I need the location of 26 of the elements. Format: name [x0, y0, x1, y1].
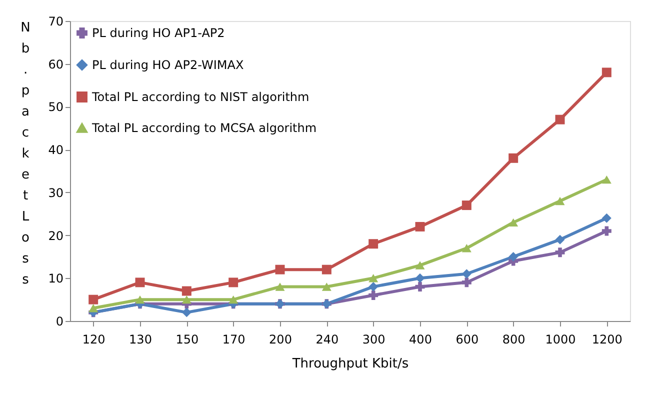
y-tick-label: 0	[56, 314, 64, 328]
x-tick-label: 300	[362, 332, 386, 346]
y-tick-label: 30	[48, 186, 64, 200]
y-tick-label: 70	[48, 14, 64, 28]
x-tick-label: 800	[502, 332, 526, 346]
legend-label: Total PL according to NIST algorithm	[91, 90, 310, 104]
x-tick-label: 170	[222, 332, 246, 346]
text: Nb. packet Loss	[20, 20, 30, 288]
y-tick-label: 10	[48, 272, 64, 286]
x-tick-label: 1200	[592, 332, 622, 346]
x-tick-label: 200	[269, 332, 292, 346]
x-tick-label: 1000	[545, 332, 576, 346]
y-tick-label: 50	[48, 100, 64, 114]
x-tick-label: 600	[456, 332, 479, 346]
y-tick-label: 20	[48, 228, 64, 243]
y-tick-label: 60	[48, 57, 64, 72]
legend-label: Total PL according to MCSA algorithm	[91, 121, 317, 135]
legend-label: PL during HO AP1-AP2	[92, 26, 225, 40]
x-axis-title: Throughput Kbit/s	[291, 356, 409, 372]
x-tick-label: 120	[82, 332, 106, 346]
x-tick-label: 240	[316, 332, 339, 346]
y-tick-label: 40	[48, 143, 64, 158]
x-tick-label: 150	[176, 332, 199, 346]
x-tick-label: 400	[409, 332, 432, 346]
legend-label: PL during HO AP2-WIMAX	[92, 58, 244, 72]
x-tick-label: 130	[129, 332, 152, 346]
